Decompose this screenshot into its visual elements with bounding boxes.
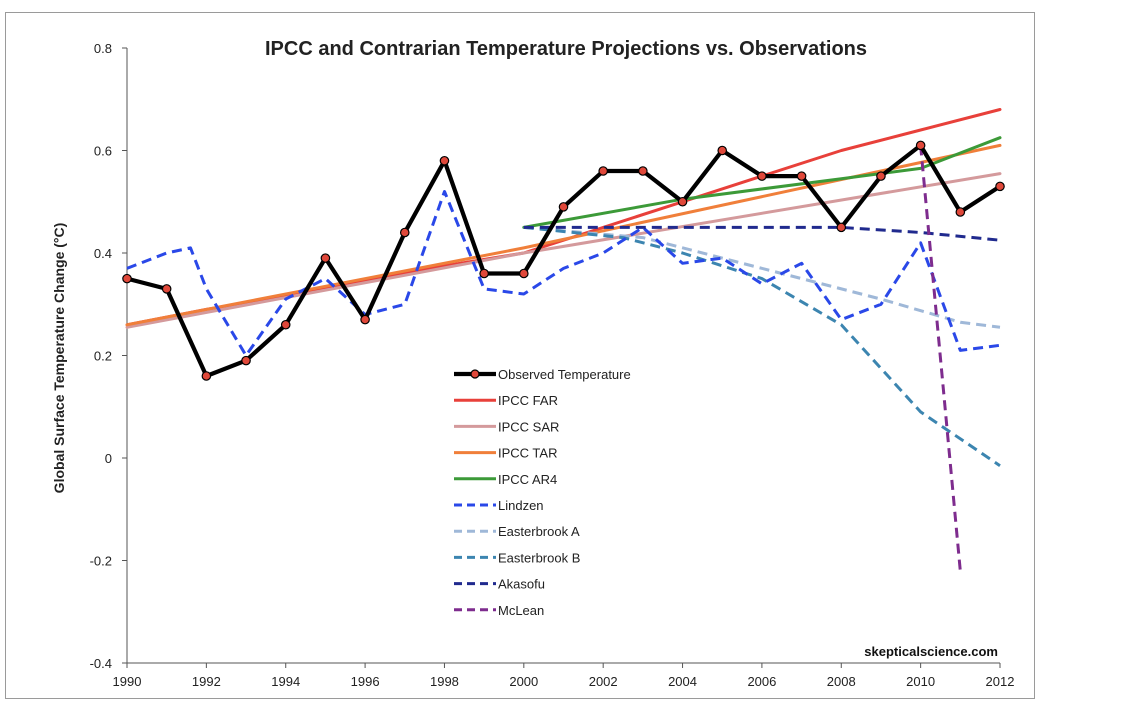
observed-point bbox=[519, 268, 529, 279]
chart-title: IPCC and Contrarian Temperature Projecti… bbox=[265, 38, 867, 60]
x-tick-label: 1998 bbox=[430, 674, 459, 689]
legend-label-mclean: McLean bbox=[498, 603, 544, 618]
observed-point bbox=[796, 171, 807, 181]
observed-point bbox=[995, 181, 1005, 192]
observed-point bbox=[479, 268, 489, 279]
legend-label-ipcc-far: IPCC FAR bbox=[498, 393, 558, 408]
x-tick-label: 1996 bbox=[351, 674, 380, 689]
observed-point bbox=[122, 273, 132, 284]
series-line-ipcc-far bbox=[125, 108, 1002, 327]
x-tick-label: 1992 bbox=[192, 674, 221, 689]
observed-point bbox=[439, 155, 450, 166]
chart-frame: IPCC and Contrarian Temperature Projecti… bbox=[5, 12, 1035, 699]
series-line-observed-temperature bbox=[124, 143, 1003, 379]
observed-point bbox=[320, 253, 331, 263]
x-tick-label: 2008 bbox=[827, 674, 856, 689]
legend-label-observed-temperature: Observed Temperature bbox=[498, 367, 631, 382]
legend: Observed Temperature IPCC FAR IPCC SAR IPCC… bbox=[454, 367, 631, 618]
observed-point bbox=[201, 371, 212, 381]
x-tick-label: 2000 bbox=[509, 674, 538, 689]
y-tick-label: 0 bbox=[105, 451, 112, 466]
legend-marker bbox=[470, 369, 480, 379]
y-tick-label: 0.8 bbox=[94, 41, 112, 56]
x-tick-label: 2002 bbox=[589, 674, 618, 689]
series-line-ipcc-ar4 bbox=[522, 136, 1002, 229]
observed-point bbox=[638, 166, 648, 176]
legend-label-ipcc-sar: IPCC SAR bbox=[498, 419, 559, 434]
plot-series bbox=[122, 108, 1005, 571]
legend-label-easterbrook-b: Easterbrook B bbox=[498, 550, 580, 565]
series-line-easterbrook-b bbox=[523, 225, 1001, 467]
x-tick-label: 1990 bbox=[113, 674, 142, 689]
temperature-projections-chart: IPCC and Contrarian Temperature Projecti… bbox=[51, 38, 1015, 689]
legend-label-easterbrook-a: Easterbrook A bbox=[498, 524, 580, 539]
observed-point bbox=[360, 314, 370, 325]
observed-point bbox=[955, 207, 966, 217]
series-line-lindzen bbox=[126, 190, 1001, 357]
x-tick-label: 1994 bbox=[271, 674, 300, 689]
series-line-ipcc-sar bbox=[125, 172, 1002, 329]
x-tick-label: 2012 bbox=[986, 674, 1015, 689]
series-line-ipcc-tar bbox=[125, 143, 1002, 327]
x-tick-label: 2006 bbox=[747, 674, 776, 689]
observed-point bbox=[876, 171, 886, 181]
observed-point bbox=[161, 284, 172, 294]
observed-point bbox=[399, 227, 410, 238]
axes: 1990 1992 1994 1996 1998 2000 2002 2004 2006 2008… bbox=[90, 41, 1015, 689]
y-tick-label: 0.2 bbox=[94, 349, 112, 364]
y-tick-label: -0.2 bbox=[90, 554, 112, 569]
observed-point bbox=[677, 196, 688, 207]
x-tick-label: 2004 bbox=[668, 674, 697, 689]
series-line-akasofu bbox=[523, 225, 1001, 242]
y-tick-label: -0.4 bbox=[90, 656, 112, 671]
y-tick-label: 0.4 bbox=[94, 246, 112, 261]
observed-point bbox=[558, 202, 569, 212]
observed-point bbox=[915, 140, 926, 151]
y-axis-label: Global Surface Temperature Change (°C) bbox=[51, 223, 67, 494]
observed-point bbox=[836, 222, 847, 233]
source-credit: skepticalscience.com bbox=[864, 644, 998, 659]
y-tick-label: 0.6 bbox=[94, 144, 112, 159]
series-line-easterbrook-a bbox=[523, 225, 1001, 329]
x-tick-label: 2010 bbox=[906, 674, 935, 689]
observed-point bbox=[241, 355, 251, 366]
series-line-mclean bbox=[919, 145, 962, 571]
legend-label-ipcc-ar4: IPCC AR4 bbox=[498, 472, 557, 487]
legend-label-akasofu: Akasofu bbox=[498, 577, 545, 592]
legend-label-lindzen: Lindzen bbox=[498, 498, 544, 513]
observed-point bbox=[757, 171, 767, 181]
observed-point bbox=[598, 166, 608, 176]
legend-label-ipcc-tar: IPCC TAR bbox=[498, 446, 557, 461]
observed-point bbox=[717, 145, 728, 156]
observed-point bbox=[280, 319, 291, 330]
